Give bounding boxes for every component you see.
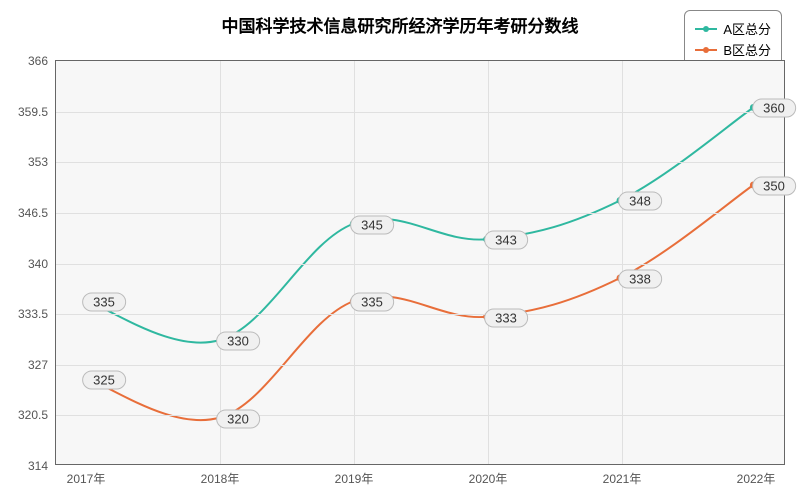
data-label: 338 xyxy=(618,270,662,289)
y-axis-tick: 359.5 xyxy=(18,105,56,119)
data-label: 320 xyxy=(216,410,260,429)
gridline-h xyxy=(56,213,784,214)
y-axis-tick: 314 xyxy=(28,459,56,473)
data-label: 343 xyxy=(484,231,528,250)
data-label: 330 xyxy=(216,332,260,351)
y-axis-tick: 366 xyxy=(28,54,56,68)
y-axis-tick: 353 xyxy=(28,155,56,169)
legend-label-b: B区总分 xyxy=(723,40,771,59)
x-axis-tick: 2020年 xyxy=(469,464,508,487)
y-axis-tick: 320.5 xyxy=(18,408,56,422)
legend-swatch-b xyxy=(695,49,717,51)
data-label: 345 xyxy=(350,215,394,234)
legend-swatch-a xyxy=(695,28,717,30)
data-label: 348 xyxy=(618,192,662,211)
legend-dot-b xyxy=(703,47,709,53)
plot-area: 314320.5327333.5340346.5353359.53662017年… xyxy=(55,60,785,465)
line-layer xyxy=(56,61,784,464)
data-label: 360 xyxy=(752,98,796,117)
gridline-h xyxy=(56,365,784,366)
legend-item-b: B区总分 xyxy=(695,40,771,59)
legend-item-a: A区总分 xyxy=(695,19,771,38)
data-label: 350 xyxy=(752,176,796,195)
chart-title: 中国科学技术信息研究所经济学历年考研分数线 xyxy=(0,12,800,37)
gridline-h xyxy=(56,415,784,416)
data-label: 333 xyxy=(484,309,528,328)
data-label: 335 xyxy=(350,293,394,312)
y-axis-tick: 333.5 xyxy=(18,307,56,321)
y-axis-tick: 327 xyxy=(28,358,56,372)
gridline-h xyxy=(56,264,784,265)
data-label: 325 xyxy=(82,371,126,390)
gridline-h xyxy=(56,162,784,163)
gridline-v xyxy=(488,61,489,464)
gridline-v xyxy=(622,61,623,464)
x-axis-tick: 2022年 xyxy=(737,464,776,487)
x-axis-tick: 2018年 xyxy=(201,464,240,487)
gridline-h xyxy=(56,112,784,113)
y-axis-tick: 340 xyxy=(28,257,56,271)
data-label: 335 xyxy=(82,293,126,312)
legend-label-a: A区总分 xyxy=(723,19,771,38)
x-axis-tick: 2021年 xyxy=(603,464,642,487)
series-line-b xyxy=(87,185,754,420)
gridline-v xyxy=(220,61,221,464)
x-axis-tick: 2017年 xyxy=(67,464,106,487)
gridline-h xyxy=(56,314,784,315)
x-axis-tick: 2019年 xyxy=(335,464,374,487)
series-line-a xyxy=(87,108,754,343)
legend-dot-a xyxy=(703,26,709,32)
y-axis-tick: 346.5 xyxy=(18,206,56,220)
chart-container: 中国科学技术信息研究所经济学历年考研分数线 A区总分 B区总分 314320.5… xyxy=(0,0,800,500)
gridline-v xyxy=(354,61,355,464)
